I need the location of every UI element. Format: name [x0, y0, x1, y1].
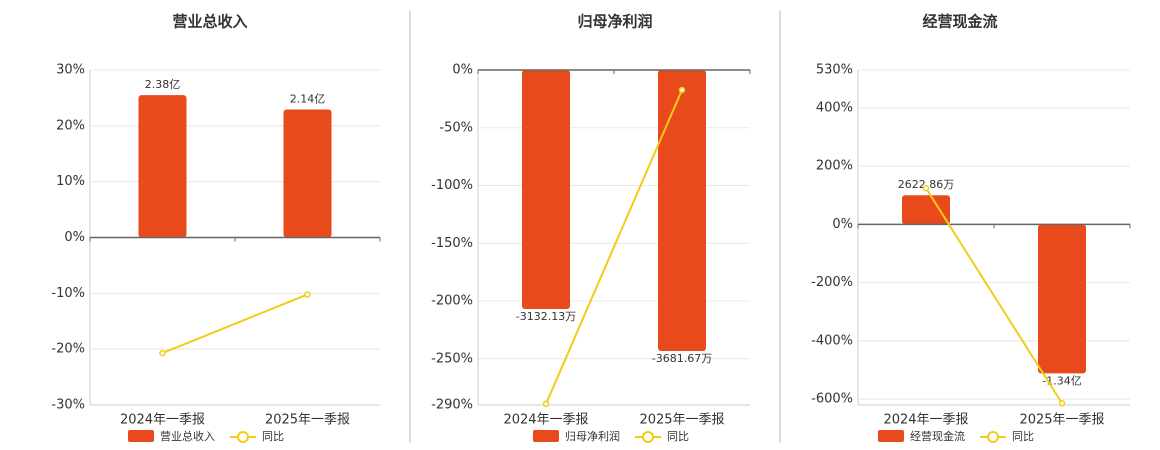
- y-tick-label: 10%: [56, 174, 85, 189]
- x-tick-label: 2025年一季报: [265, 413, 350, 428]
- y-tick-label: -10%: [51, 286, 85, 301]
- point: [304, 291, 311, 298]
- y-tick-label: -250%: [431, 351, 473, 366]
- y-tick-label: 30%: [56, 63, 85, 78]
- x-tick-label: 2024年一季报: [883, 413, 968, 428]
- point: [542, 400, 550, 408]
- value-label: 2.38亿: [145, 78, 181, 91]
- y-tick-label: -100%: [431, 178, 473, 193]
- legend-point: [987, 431, 999, 443]
- y-tick-label: 0%: [452, 63, 473, 78]
- bar: [1038, 224, 1086, 374]
- value-label: -1.34亿: [1042, 374, 1081, 387]
- y-tick-label: -200%: [811, 275, 853, 290]
- legend-label: 营业总收入: [160, 429, 215, 443]
- legend-label: 同比: [262, 430, 284, 443]
- legend-swatch: [878, 430, 904, 442]
- bar: [522, 70, 570, 310]
- y-tick-label: -150%: [431, 236, 473, 251]
- y-tick-label: -200%: [431, 294, 473, 309]
- point: [159, 349, 166, 357]
- x-tick-label: 2025年一季报: [1019, 413, 1104, 428]
- line: [545, 89, 683, 405]
- y-tick-label: 400%: [816, 100, 853, 115]
- legend-point: [642, 431, 654, 443]
- line: [925, 187, 1063, 404]
- bar: [283, 109, 332, 238]
- bar: [138, 95, 187, 238]
- chart-title: 归母净利润: [577, 13, 652, 31]
- chart-title: 营业总收入: [172, 13, 247, 31]
- legend-swatch: [128, 430, 154, 442]
- y-tick-label: 20%: [56, 118, 85, 133]
- point: [678, 86, 686, 94]
- y-tick-label: 530%: [816, 63, 853, 78]
- legend-label: 同比: [667, 430, 689, 443]
- y-tick-label: -290%: [431, 398, 473, 413]
- bar: [658, 70, 706, 351]
- x-tick-label: 2025年一季报: [639, 413, 724, 428]
- point: [1058, 400, 1066, 407]
- value-label: 2622.86万: [898, 178, 955, 191]
- line: [162, 293, 308, 355]
- value-label: -3132.13万: [516, 310, 576, 323]
- legend-swatch: [533, 430, 559, 442]
- legend-label: 经营现金流: [910, 429, 965, 443]
- point: [922, 185, 930, 192]
- y-tick-label: 0%: [832, 217, 853, 232]
- value-label: -3681.67万: [652, 352, 712, 365]
- y-tick-label: -600%: [811, 392, 853, 407]
- value-label: 2.14亿: [290, 92, 326, 105]
- x-tick-label: 2024年一季报: [503, 413, 588, 428]
- y-tick-label: 0%: [64, 230, 85, 245]
- bar: [902, 195, 950, 225]
- legend-label: 同比: [1012, 430, 1034, 443]
- x-tick-label: 2024年一季报: [120, 413, 205, 428]
- chart-title: 经营现金流: [922, 13, 997, 31]
- y-tick-label: -400%: [811, 333, 853, 348]
- legend-label: 归母净利润: [565, 429, 620, 443]
- y-tick-label: -20%: [51, 342, 85, 357]
- y-tick-label: 200%: [816, 159, 853, 174]
- y-tick-label: -50%: [439, 120, 473, 135]
- y-tick-label: -30%: [51, 398, 85, 413]
- legend-point: [237, 431, 249, 443]
